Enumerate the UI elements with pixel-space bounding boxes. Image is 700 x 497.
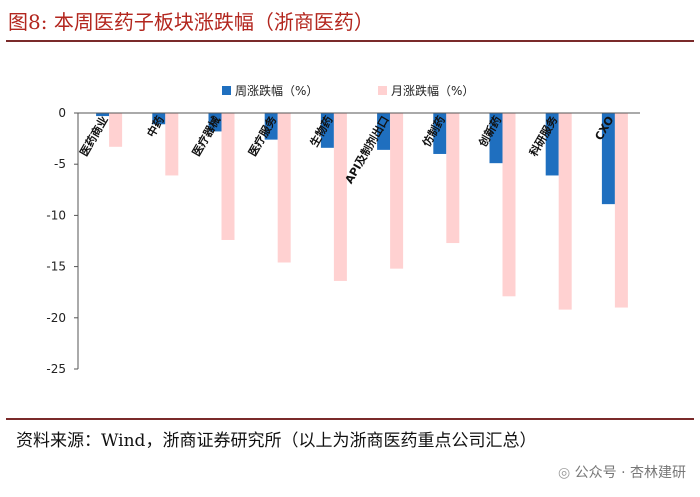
bar-weekly — [320, 113, 334, 148]
bar-weekly — [433, 113, 447, 154]
watermark: ◎ 公众号 · 杏林建研 — [558, 462, 686, 482]
bar-monthly — [446, 113, 460, 244]
bar-monthly — [165, 113, 179, 176]
bar-monthly — [558, 113, 572, 310]
x-tick-label: 医疗器械 — [189, 114, 223, 159]
bar-monthly — [333, 113, 347, 281]
bar-monthly — [221, 113, 235, 240]
y-tick-label: 0 — [58, 106, 66, 120]
bar-monthly — [502, 113, 516, 297]
bar-weekly — [208, 113, 222, 132]
bar-weekly — [489, 113, 503, 164]
title-rule — [6, 40, 694, 42]
bar-monthly — [390, 113, 404, 269]
bar-weekly — [377, 113, 391, 150]
y-tick-label: -5 — [54, 157, 66, 171]
legend-label: 周涨跌幅（%） — [235, 83, 318, 98]
bar-monthly — [614, 113, 628, 308]
bar-monthly — [109, 113, 123, 147]
figure-title: 图8: 本周医药子板块涨跌幅（浙商医药） — [8, 10, 374, 34]
bar-weekly — [152, 113, 166, 125]
bar-weekly — [601, 113, 615, 205]
legend-label: 月涨跌幅（%） — [391, 83, 474, 98]
legend-swatch — [378, 86, 387, 95]
y-tick-label: -25 — [46, 362, 66, 376]
wechat-icon: ◎ — [557, 465, 571, 481]
y-tick-label: -10 — [46, 208, 66, 222]
x-tick-label: 医药商业 — [77, 114, 111, 159]
y-tick-label: -15 — [46, 260, 66, 274]
bar-weekly — [264, 113, 278, 140]
legend-swatch — [222, 86, 231, 95]
bar-weekly — [545, 113, 559, 176]
bar-weekly — [96, 113, 110, 117]
source-note: 资料来源：Wind，浙商证券研究所（以上为浙商医药重点公司汇总） — [16, 431, 537, 451]
y-tick-label: -20 — [46, 311, 66, 325]
footer-rule — [6, 418, 694, 420]
bar-monthly — [277, 113, 291, 263]
watermark-text: 公众号 · 杏林建研 — [574, 465, 686, 481]
